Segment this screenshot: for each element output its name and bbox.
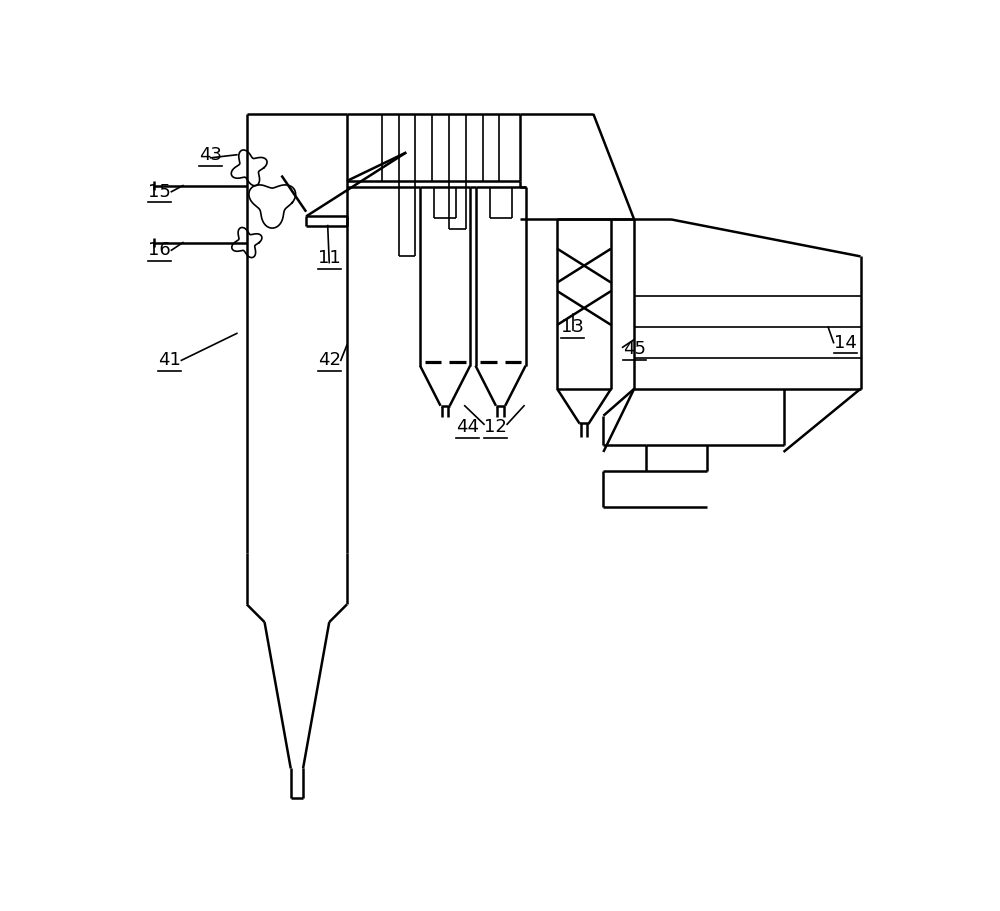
- Text: 11: 11: [318, 249, 341, 267]
- Text: 44: 44: [456, 418, 479, 436]
- Text: 42: 42: [318, 352, 341, 369]
- Text: 14: 14: [834, 333, 857, 352]
- Text: 41: 41: [158, 352, 181, 369]
- Text: 13: 13: [561, 318, 584, 336]
- Text: 12: 12: [484, 418, 507, 436]
- Text: 16: 16: [148, 241, 171, 260]
- Text: 15: 15: [148, 183, 171, 200]
- Text: 45: 45: [623, 340, 646, 358]
- Text: 43: 43: [199, 146, 222, 164]
